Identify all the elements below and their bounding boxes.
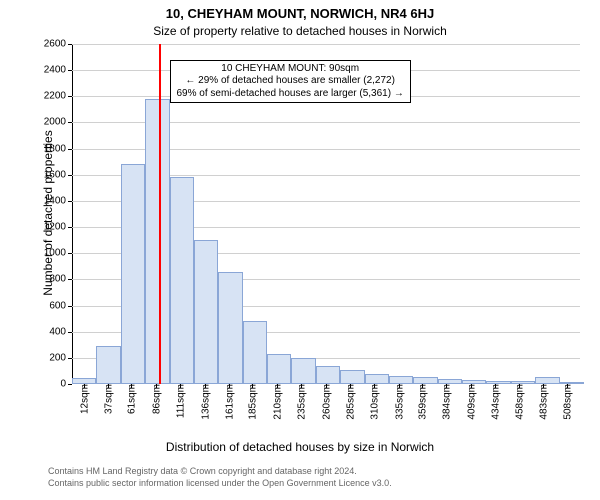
- chart-plot-area: 0200400600800100012001400160018002000220…: [72, 44, 580, 384]
- x-tick-label: 359sqm: [416, 384, 429, 420]
- histogram-bar: [535, 377, 559, 384]
- x-tick-label: 285sqm: [343, 384, 356, 420]
- y-tick-label: 0: [60, 379, 72, 390]
- x-tick-label: 210sqm: [270, 384, 283, 420]
- x-tick-label: 136sqm: [198, 384, 211, 420]
- x-tick-label: 483sqm: [536, 384, 549, 420]
- y-axis-line: [72, 44, 73, 384]
- y-tick-label: 1600: [44, 169, 72, 180]
- y-tick-label: 2400: [44, 65, 72, 76]
- y-tick-label: 2200: [44, 91, 72, 102]
- x-tick-label: 508sqm: [561, 384, 574, 420]
- histogram-bar: [218, 272, 242, 384]
- y-tick-label: 200: [49, 352, 72, 363]
- histogram-bar: [316, 366, 340, 384]
- x-tick-label: 111sqm: [174, 384, 187, 418]
- histogram-bar: [96, 346, 120, 384]
- annotation-box: 10 CHEYHAM MOUNT: 90sqm← 29% of detached…: [170, 60, 411, 104]
- x-tick-label: 161sqm: [222, 384, 235, 420]
- x-tick-label: 384sqm: [440, 384, 453, 420]
- histogram-bar: [291, 358, 315, 384]
- y-tick-label: 1000: [44, 248, 72, 259]
- annotation-line: 69% of semi-detached houses are larger (…: [177, 88, 404, 101]
- x-tick-label: 86sqm: [149, 384, 162, 414]
- y-tick-label: 1200: [44, 222, 72, 233]
- y-tick-label: 2600: [44, 39, 72, 50]
- y-tick-label: 800: [49, 274, 72, 285]
- property-marker-line: [159, 44, 161, 384]
- histogram-bar: [194, 240, 218, 384]
- histogram-bar: [365, 374, 389, 384]
- histogram-bar: [170, 177, 194, 384]
- x-tick-label: 260sqm: [319, 384, 332, 420]
- x-tick-label: 235sqm: [295, 384, 308, 420]
- footer-line-1: Contains HM Land Registry data © Crown c…: [48, 466, 600, 478]
- x-tick-label: 12sqm: [77, 384, 90, 414]
- y-tick-label: 2000: [44, 117, 72, 128]
- x-tick-label: 185sqm: [246, 384, 259, 420]
- histogram-bar: [389, 376, 413, 384]
- x-tick-label: 61sqm: [125, 384, 138, 414]
- grid-line: [72, 44, 580, 45]
- histogram-bar: [267, 354, 291, 384]
- x-tick-label: 335sqm: [392, 384, 405, 420]
- histogram-bar: [340, 370, 364, 384]
- annotation-line: ← 29% of detached houses are smaller (2,…: [177, 75, 404, 88]
- histogram-bar: [243, 321, 267, 384]
- histogram-bar: [121, 164, 145, 384]
- footer-line-2: Contains public sector information licen…: [48, 478, 600, 490]
- y-tick-label: 1800: [44, 143, 72, 154]
- x-tick-label: 458sqm: [512, 384, 525, 420]
- x-tick-label: 409sqm: [464, 384, 477, 420]
- y-tick-label: 400: [49, 326, 72, 337]
- y-tick-label: 1400: [44, 195, 72, 206]
- x-tick-label: 310sqm: [368, 384, 381, 420]
- y-tick-label: 600: [49, 300, 72, 311]
- x-axis-label: Distribution of detached houses by size …: [0, 440, 600, 454]
- histogram-bar: [145, 99, 169, 384]
- x-tick-label: 434sqm: [489, 384, 502, 420]
- page-subtitle: Size of property relative to detached ho…: [0, 24, 600, 38]
- footer: Contains HM Land Registry data © Crown c…: [48, 466, 600, 489]
- annotation-line: 10 CHEYHAM MOUNT: 90sqm: [177, 63, 404, 76]
- x-tick-label: 37sqm: [102, 384, 115, 414]
- page: 10, CHEYHAM MOUNT, NORWICH, NR4 6HJ Size…: [0, 0, 600, 500]
- page-title: 10, CHEYHAM MOUNT, NORWICH, NR4 6HJ: [0, 6, 600, 21]
